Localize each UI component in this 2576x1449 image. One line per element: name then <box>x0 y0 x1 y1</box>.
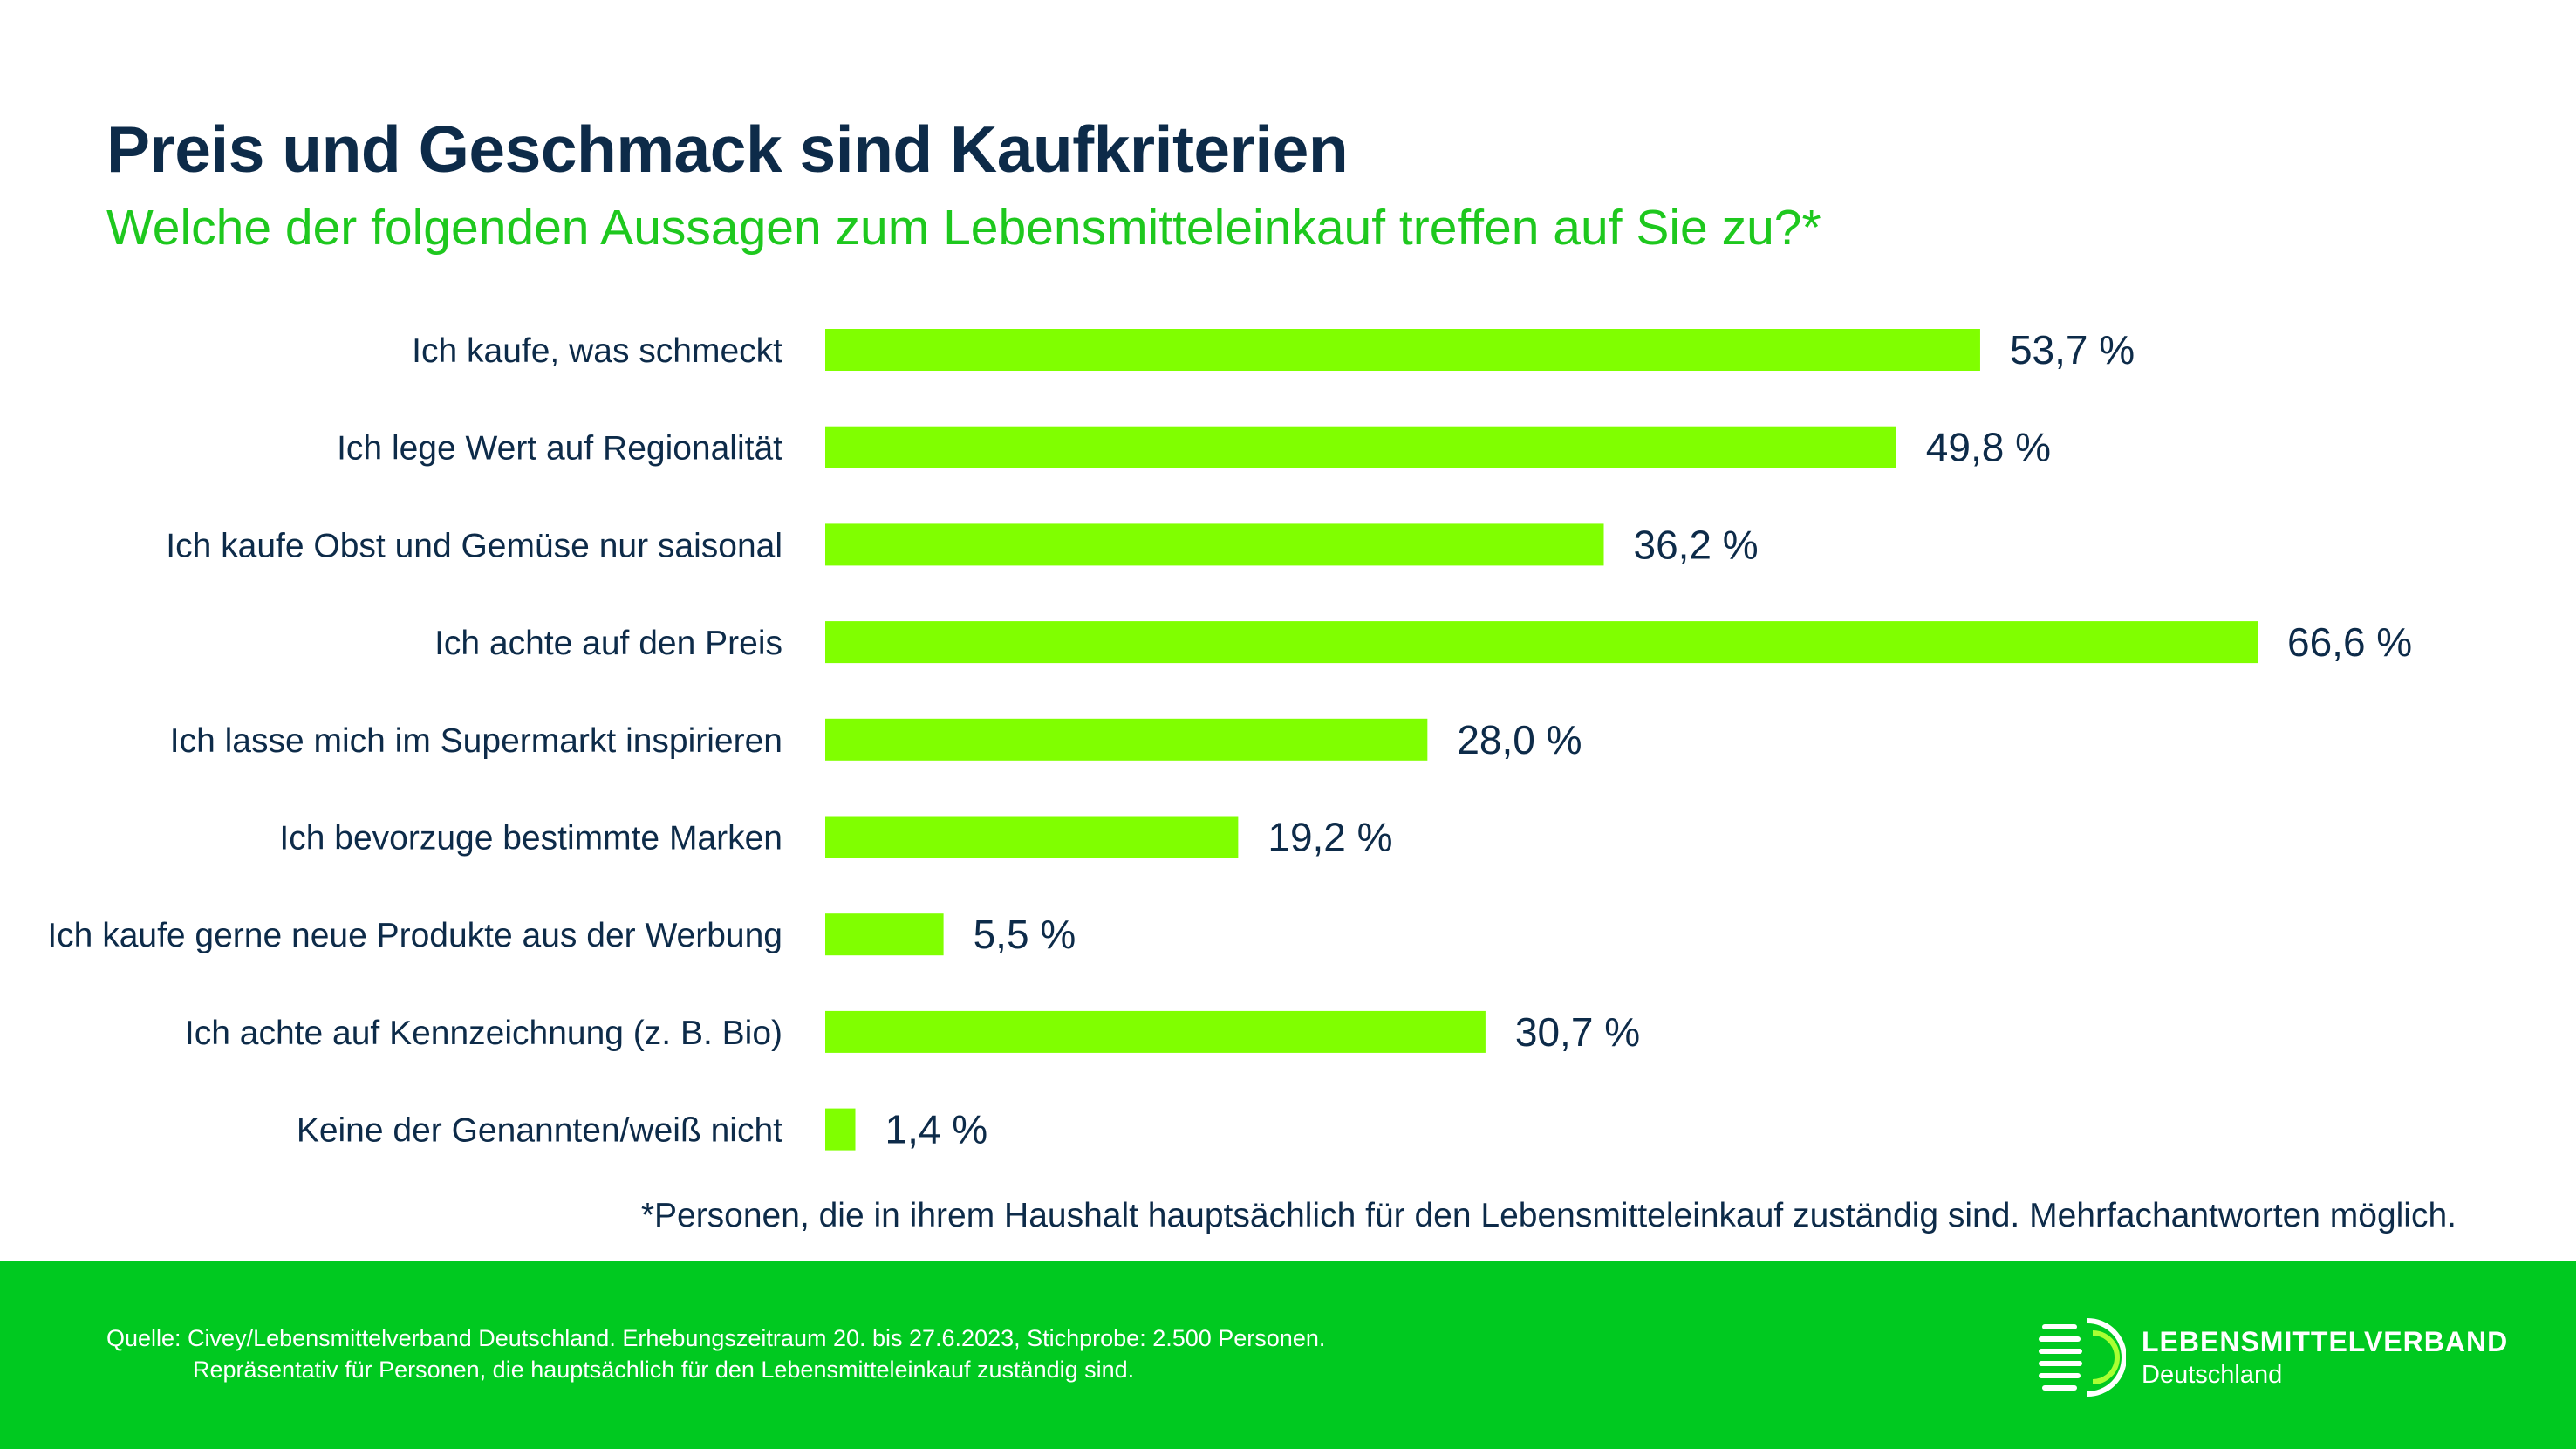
source-line-1: Quelle: Civey/Lebensmittelverband Deutsc… <box>106 1325 1326 1351</box>
source-line-2: Repräsentativ für Personen, die hauptsäc… <box>193 1357 1135 1383</box>
category-label: Ich kaufe Obst und Gemüse nur saisonal <box>166 527 782 564</box>
bar <box>825 329 1980 371</box>
value-label: 36,2 % <box>1633 522 1758 567</box>
value-label: 30,7 % <box>1515 1009 1640 1055</box>
value-label: 49,8 % <box>1926 425 2051 470</box>
bar <box>825 426 1896 468</box>
brand-name: LEBENSMITTELVERBAND <box>2142 1326 2509 1357</box>
category-label: Keine der Genannten/weiß nicht <box>297 1112 782 1150</box>
footnote: *Personen, die in ihrem Haushalt hauptsä… <box>640 1197 2456 1234</box>
category-label: Ich kaufe, was schmeckt <box>412 332 782 370</box>
value-label: 1,4 % <box>885 1107 988 1152</box>
bar <box>825 523 1604 566</box>
chart-title: Preis und Geschmack sind Kaufkriterien <box>106 113 1349 186</box>
lebensmittelverband-logo-icon <box>2039 1318 2126 1397</box>
category-label: Ich bevorzuge bestimmte Marken <box>279 820 782 858</box>
brand: LEBENSMITTELVERBAND Deutschland <box>2142 1324 2508 1391</box>
bar <box>825 816 1239 858</box>
category-label: Ich achte auf den Preis <box>434 625 782 662</box>
brand-subtitle: Deutschland <box>2142 1361 2283 1389</box>
value-labels: 53,7 % 49,8 % 36,2 % 66,6 % 28,0 % 19,2 % 5,5 … <box>885 327 2413 1152</box>
category-label: Ich kaufe gerne neue Produkte aus der We… <box>47 917 782 954</box>
value-label: 66,6 % <box>2287 619 2412 665</box>
category-label: Ich lasse mich im Supermarkt inspirieren <box>170 722 782 760</box>
bar <box>825 1108 856 1151</box>
bar-chart: Ich kaufe, was schmeckt Ich lege Wert auf… <box>47 327 2413 1152</box>
footer-band: Quelle: Civey/Lebensmittelverband Deutsc… <box>0 1261 2576 1449</box>
bar <box>825 718 1428 761</box>
bar <box>825 1010 1486 1053</box>
value-label: 5,5 % <box>974 912 1076 957</box>
category-label: Ich lege Wert auf Regionalität <box>337 430 782 468</box>
value-label: 53,7 % <box>2010 327 2135 373</box>
source-note: Quelle: Civey/Lebensmittelverband Deutsc… <box>106 1323 1325 1385</box>
category-labels: Ich kaufe, was schmeckt Ich lege Wert auf… <box>47 332 782 1150</box>
bar <box>825 621 2258 664</box>
bar <box>825 913 944 956</box>
category-label: Ich achte auf Kennzeichnung (z. B. Bio) <box>185 1015 782 1052</box>
chart-subtitle: Welche der folgenden Aussagen zum Lebens… <box>106 200 1821 256</box>
value-label: 19,2 % <box>1268 815 1392 860</box>
value-label: 28,0 % <box>1457 717 1582 762</box>
bars <box>825 329 2258 1151</box>
